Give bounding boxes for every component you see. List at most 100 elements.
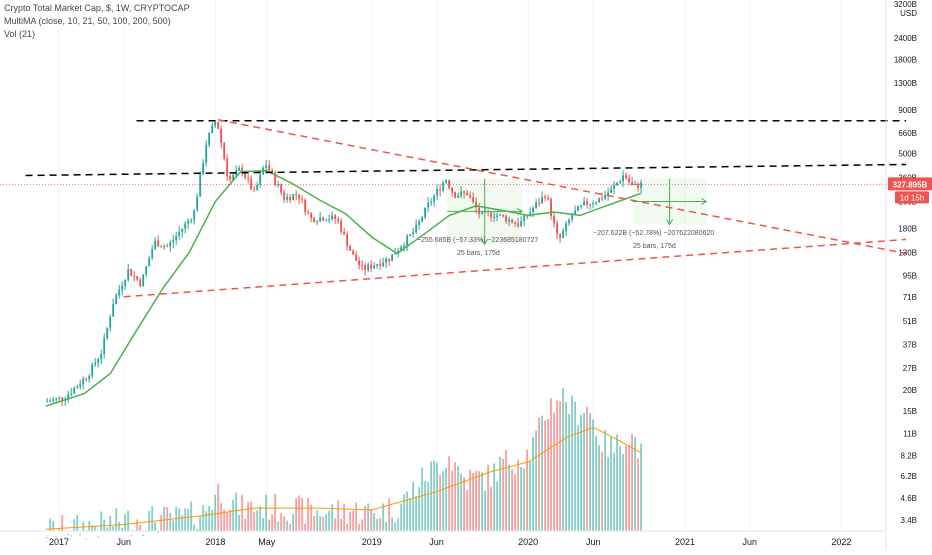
- volume-bar: [460, 473, 463, 531]
- candle-body: [322, 217, 325, 221]
- volume-bar: [226, 512, 229, 531]
- multima-legend[interactable]: MultiMA (close, 10, 21, 50, 100, 200, 50…: [4, 16, 171, 26]
- candle-body: [166, 246, 169, 248]
- volume-bar: [586, 406, 589, 531]
- volume-bar: [73, 519, 76, 531]
- volume-bar: [406, 491, 409, 531]
- y-tick-label: 11B: [903, 430, 917, 439]
- candle-body: [580, 205, 583, 207]
- candle-body: [625, 175, 628, 179]
- candle-body: [493, 216, 496, 218]
- volume-bar: [283, 516, 286, 531]
- volume-bar: [139, 525, 142, 531]
- volume-bar: [451, 470, 454, 531]
- candle-body: [400, 247, 403, 251]
- candle-body: [136, 276, 139, 280]
- candle-body: [610, 188, 613, 193]
- volume-bar: [178, 508, 181, 531]
- candle-body: [508, 219, 511, 222]
- volume-bar: [472, 472, 475, 531]
- volume-bar: [229, 509, 232, 531]
- volume-bar: [607, 457, 610, 531]
- candle-body: [463, 191, 466, 193]
- volume-bar: [280, 512, 283, 531]
- volume-bar: [301, 497, 304, 531]
- candle-body: [247, 177, 250, 179]
- volume-bar: [595, 436, 598, 531]
- candle-body: [265, 165, 268, 168]
- volume-bar: [286, 520, 289, 531]
- candle-body: [472, 197, 475, 202]
- candle-body: [169, 242, 172, 247]
- candle-body: [355, 254, 358, 261]
- volume-bar: [46, 537, 49, 539]
- candle-body: [298, 194, 301, 200]
- volume-legend[interactable]: Vol (21): [4, 29, 36, 39]
- candle-body: [142, 274, 145, 286]
- volume-bar: [154, 522, 157, 531]
- candle-body: [205, 145, 208, 163]
- candle-body: [469, 195, 472, 198]
- candle-body: [277, 184, 280, 186]
- volume-bar: [271, 514, 274, 531]
- x-tick-label: 2020: [518, 537, 538, 547]
- candle-body: [514, 222, 517, 224]
- volume-bar: [274, 493, 277, 531]
- volume-bar: [250, 501, 253, 531]
- candle-body: [406, 235, 409, 246]
- candle-body: [112, 304, 115, 317]
- candle-body: [370, 264, 373, 269]
- volume-bar: [352, 510, 355, 531]
- candle-body: [52, 399, 55, 401]
- volume-bar: [556, 400, 559, 531]
- volume-bar: [409, 498, 412, 531]
- volume-bar: [343, 503, 346, 531]
- chart-title[interactable]: Crypto Total Market Cap, $, 1W, CRYPTOCA…: [4, 3, 190, 13]
- volume-bar: [166, 506, 169, 531]
- candle-body: [49, 400, 52, 402]
- volume-bar: [184, 508, 187, 531]
- volume-bar: [91, 525, 94, 531]
- volume-bar: [259, 506, 262, 531]
- x-tick-label: Jun: [429, 537, 444, 547]
- y-tick-label: 95B: [903, 271, 917, 280]
- volume-bar: [334, 518, 337, 531]
- volume-bar: [214, 494, 217, 531]
- volume-bar: [322, 516, 325, 531]
- volume-bar: [247, 501, 250, 531]
- volume-bar: [193, 524, 196, 531]
- volume-bar: [640, 443, 643, 531]
- volume-bar: [385, 522, 388, 531]
- volume-bar: [493, 463, 496, 531]
- grid: [58, 0, 842, 531]
- price-pane: [45, 120, 643, 407]
- currency-label: USD: [900, 9, 917, 18]
- measure-arrowhead: [481, 239, 489, 246]
- candle-body: [58, 397, 61, 399]
- candle-body: [637, 183, 640, 188]
- volume-bar: [463, 477, 466, 531]
- volume-bar: [490, 486, 493, 531]
- candle-body: [619, 181, 622, 183]
- candle-body: [73, 388, 76, 394]
- drawings[interactable]: [0, 119, 907, 298]
- volume-bar: [475, 470, 478, 531]
- candle-body: [232, 175, 235, 180]
- volume-bar: [217, 483, 220, 531]
- x-tick-label: Jun: [742, 537, 757, 547]
- measure-drop-label: −207.622B (−52.78%) −207622080620: [593, 230, 714, 237]
- volume-bar: [328, 510, 331, 531]
- volume-bar: [244, 518, 247, 531]
- volume-bar: [82, 521, 85, 531]
- volume-bar: [157, 531, 160, 533]
- candle-body: [115, 295, 118, 305]
- candle-body: [346, 233, 349, 247]
- candle-body: [70, 393, 73, 395]
- volume-bar: [391, 517, 394, 531]
- candle-body: [286, 196, 289, 200]
- candle-body: [337, 218, 340, 222]
- candle-body: [583, 201, 586, 206]
- candle-body: [571, 215, 574, 220]
- candle-body: [82, 378, 85, 385]
